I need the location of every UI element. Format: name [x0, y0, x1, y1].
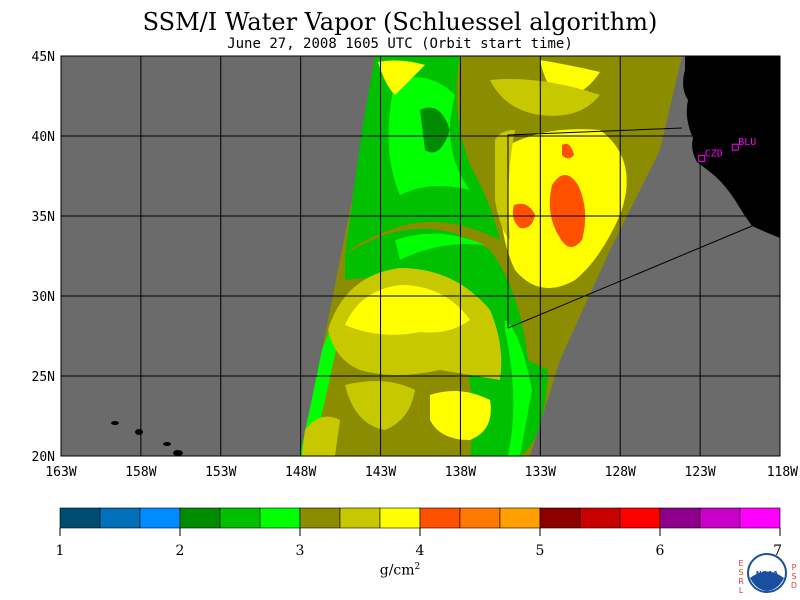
colorbar-tick-label: 7 — [773, 543, 782, 559]
swath-darkgreen-patch — [420, 107, 450, 153]
colorbar-tick-label: 2 — [176, 543, 185, 559]
station-marker — [698, 154, 706, 162]
colorbar-box — [739, 507, 781, 529]
longitude-labels: 163W 158W 153W 148W 143W 138W 133W 128W 123W 118W — [45, 465, 798, 480]
station-markers: CZD BLU — [698, 137, 756, 162]
swath-lightolive-core-edge — [495, 130, 515, 240]
lat-label: 30N — [32, 290, 55, 305]
logo-letter: P — [792, 563, 797, 572]
swath-orange-core — [549, 175, 586, 248]
colorbar-tick-label: 3 — [296, 543, 305, 559]
lon-label: 138W — [445, 465, 476, 480]
lon-label: 163W — [45, 465, 76, 480]
swath-lightolive-upper-right — [490, 79, 600, 116]
island-maui — [163, 442, 171, 446]
lon-label: 158W — [125, 465, 156, 480]
noaa-logo-wave — [750, 571, 784, 591]
logo-letter: E — [738, 559, 743, 568]
logo-letter: L — [739, 586, 744, 595]
lon-label: 133W — [525, 465, 556, 480]
swath-lower-lightolive-patch — [345, 381, 415, 430]
lon-label: 153W — [205, 465, 236, 480]
lat-lon-grid — [61, 56, 780, 456]
swath-lightgreen-lower — [300, 285, 360, 456]
lat-label: 20N — [32, 450, 55, 465]
swath-lightgreen-right — [505, 320, 532, 456]
colorbar-tick-label: 1 — [56, 543, 65, 559]
colorbar-tick-label: 5 — [536, 543, 545, 559]
colorbar-unit-base: g/cm — [379, 562, 415, 579]
swath-lightgreen-center — [395, 233, 485, 260]
colorbar-boxes — [59, 507, 781, 529]
lon-label: 118W — [767, 465, 798, 480]
latitude-labels: 45N 40N 35N 30N 25N 20N — [32, 50, 55, 465]
colorbar-tick-label: 4 — [416, 543, 425, 559]
swath-lower-left-edge — [302, 416, 340, 456]
lat-label: 35N — [32, 210, 55, 225]
noaa-logo-text: NOAA — [756, 570, 779, 578]
lon-label: 143W — [365, 465, 396, 480]
lon-label: 148W — [285, 465, 316, 480]
logo-letter: S — [738, 568, 743, 577]
station-label: BLU — [738, 137, 756, 148]
colorbar-ticks: 1 2 3 4 5 6 7 — [56, 528, 782, 559]
island-kauai — [111, 421, 119, 425]
logo-letter: D — [791, 581, 797, 590]
map-frame — [60, 55, 781, 457]
swath-lower-ring-inner — [345, 285, 470, 335]
swath-yellow-upper-left — [378, 60, 425, 95]
land-west-coast — [683, 56, 780, 238]
chart-subtitle: June 27, 2008 1605 UTC (Orbit start time… — [227, 36, 573, 52]
psd-letters: PSD — [791, 563, 797, 590]
lat-label: 25N — [32, 370, 55, 385]
chart-title: SSM/I Water Vapor (Schluessel algorithm) — [142, 8, 658, 36]
lat-label: 45N — [32, 50, 55, 65]
colorbar-tick-label: 6 — [656, 543, 665, 559]
region-outline-lower — [507, 225, 753, 329]
lat-label: 40N — [32, 130, 55, 145]
station-label: CZD — [705, 148, 723, 159]
swath-orange-spot-2 — [562, 143, 574, 159]
region-outline — [507, 127, 683, 328]
lon-label: 128W — [605, 465, 636, 480]
logo-letter: R — [738, 577, 744, 586]
swath-green-band — [345, 228, 548, 456]
lon-label: 123W — [684, 465, 715, 480]
logo-letter: S — [791, 572, 796, 581]
colorbar-unit: g/cm2 — [0, 562, 800, 579]
island-hawaii — [173, 450, 183, 456]
station-marker — [731, 143, 739, 151]
colorbar-unit-exponent: 2 — [414, 562, 421, 572]
